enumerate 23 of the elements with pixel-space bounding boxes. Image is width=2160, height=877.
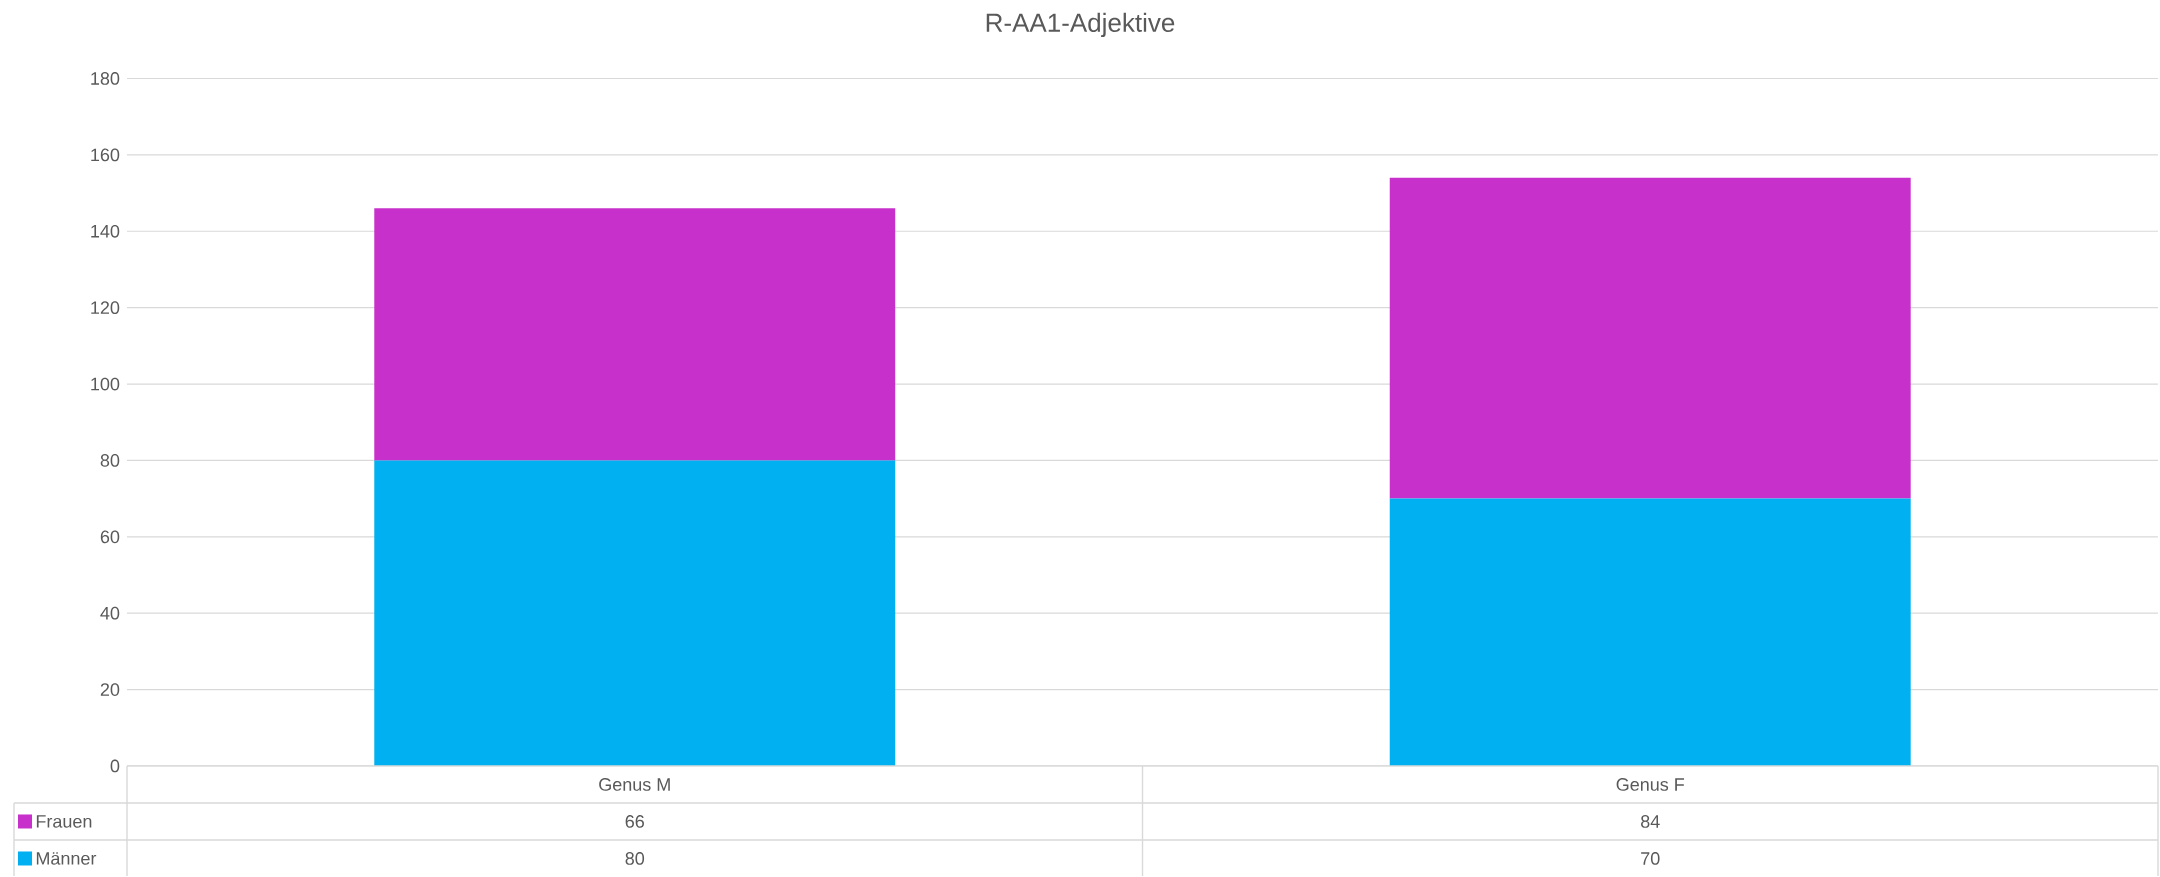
y-tick-label: 120 [91,301,120,315]
y-tick-label: 0 [110,759,120,773]
y-tick-label: 140 [91,224,120,238]
data-label: 84 [1641,815,1660,828]
legend-label: Frauen [36,815,92,828]
chart-title: R-AA1-Adjektive [986,12,1175,38]
y-tick-label: 160 [91,148,120,162]
bar [374,208,896,461]
y-tick-label: 60 [100,530,120,544]
y-tick-label: 40 [100,606,120,620]
y-tick-label: 180 [91,72,120,85]
x-tick-label: Genus M [599,778,670,791]
x-tick-label: Genus F [1616,778,1685,791]
data-label: 66 [625,815,644,828]
bar [374,460,896,766]
bar [1389,498,1911,766]
y-tick-label: 80 [100,454,120,467]
y-tick-label: 100 [91,377,120,391]
y-tick-label: 20 [100,683,120,696]
data-label: 70 [1641,852,1660,865]
data-label: 80 [625,852,645,865]
legend-label: Männer [36,852,97,865]
bar [1389,177,1911,499]
